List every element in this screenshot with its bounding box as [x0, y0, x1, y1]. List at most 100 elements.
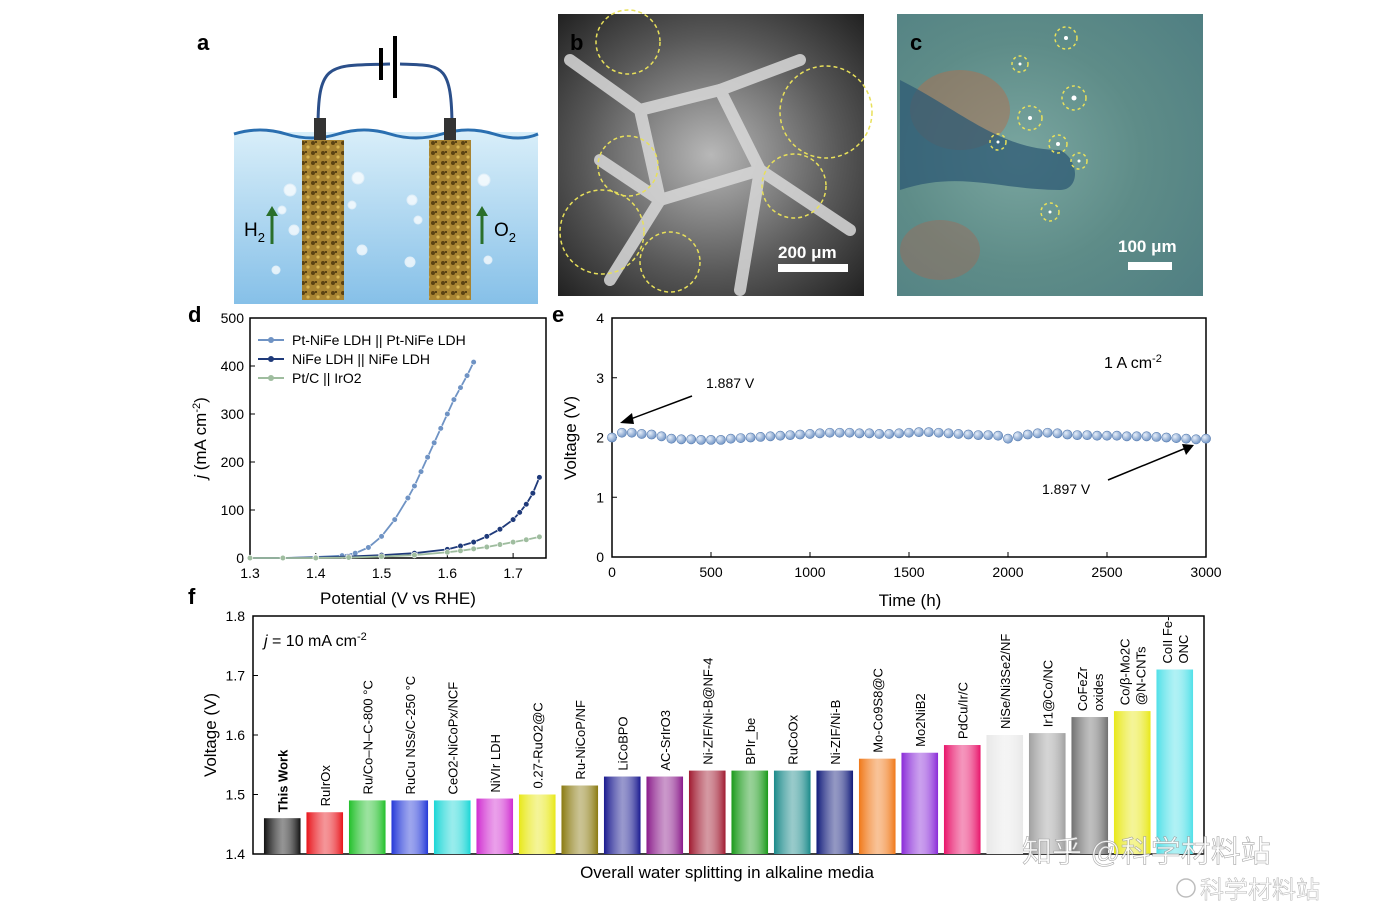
x-axis-label-f: Overall water splitting in alkaline medi… [580, 863, 874, 882]
bar-sheen [476, 798, 514, 854]
bar-sheen [348, 800, 386, 854]
x-tick-label-e: 3000 [1190, 564, 1221, 580]
bar-label: Ni-ZIF/Ni-B [828, 700, 843, 765]
panel-d-chart: d 1.3 1.4 1.5 1.6 1.7 0 100 200 300 400 500 Pt-Ni… [188, 302, 547, 608]
data-point-d [496, 541, 504, 548]
data-point-e [874, 429, 885, 439]
data-point-e [854, 428, 865, 439]
data-point-d [444, 410, 451, 418]
series-line-d-0 [250, 361, 475, 559]
bar-sheen [816, 770, 854, 854]
bar-label: Ni-ZIF/Ni-B@NF-4 [700, 658, 715, 765]
bar-sheen [986, 735, 1024, 854]
electrolyte-water [234, 132, 538, 304]
data-point-d [516, 509, 523, 516]
bar-label: CoFeZr [1075, 666, 1090, 711]
data-point-e [617, 427, 627, 438]
y-tick-label-e: 3 [596, 370, 604, 386]
start-arrow-icon [627, 395, 693, 421]
data-point-d [463, 372, 471, 379]
start-voltage-label: 1.887 V [706, 375, 755, 391]
y-tick-label-f: 1.5 [226, 787, 246, 803]
data-point-d [246, 554, 254, 562]
data-point-d [312, 554, 319, 562]
data-point-e [1181, 433, 1192, 444]
data-point-e [795, 429, 805, 440]
data-point-e [725, 433, 736, 444]
data-point-e [815, 428, 825, 439]
y-axis-label-f: Voltage (V) [201, 693, 220, 777]
x-tick-label-e: 1000 [794, 564, 825, 580]
bar-sheen [773, 770, 811, 854]
data-point-e [765, 431, 776, 442]
data-point-d [345, 554, 352, 561]
data-point-e [686, 434, 697, 445]
bar-label: Ru/Co–N–C-800 °C [360, 680, 375, 794]
water-surface [233, 128, 539, 140]
y-tick-label-f: 1.4 [226, 846, 246, 862]
panel-letter-d: d [188, 302, 201, 327]
data-point-d [470, 545, 477, 552]
panel-c-micrograph: c 100 μm [897, 14, 1203, 296]
data-point-e [646, 429, 657, 440]
bar-sheen [518, 794, 556, 854]
data-point-d [457, 384, 464, 391]
panel-letter-c: c [910, 30, 922, 55]
data-point-e [706, 434, 716, 445]
y-tick-label-e: 0 [596, 549, 604, 565]
data-point-e [666, 433, 677, 444]
y-tick-label-f: 1.6 [226, 727, 246, 743]
legend-label-d: Pt-NiFe LDH || Pt-NiFe LDH [292, 332, 466, 348]
data-point-e [1191, 434, 1201, 445]
bar-label: NiSe/Ni3Se2/NF [998, 634, 1013, 729]
data-point-e [755, 432, 766, 442]
bar-sheen [263, 818, 301, 854]
foam-skeleton [564, 54, 856, 296]
data-point-e [983, 430, 994, 441]
data-point-e [1013, 431, 1023, 442]
panel-letter-b: b [570, 30, 583, 55]
y-tick-label-d: 100 [221, 502, 245, 518]
scale-bar-c-label: 100 μm [1118, 237, 1177, 256]
data-point-e [1121, 431, 1132, 442]
data-point-e [626, 427, 637, 438]
watermark-line-1: 知乎 @科学材料站 [1022, 836, 1271, 869]
anode-clip [444, 118, 456, 140]
bar-label: @N-CNTs [1133, 646, 1148, 705]
legend-marker-d [268, 356, 274, 362]
bar-sheen [943, 745, 981, 854]
x-tick-label-d: 1.6 [438, 565, 458, 581]
end-voltage-label: 1.897 V [1042, 481, 1091, 497]
data-point-e [943, 428, 954, 439]
data-point-d [523, 501, 530, 508]
data-point-e [1102, 430, 1112, 441]
watermark: 知乎 @科学材料站 科学材料站 [1022, 836, 1321, 905]
y-tick-label-d: 500 [221, 310, 245, 326]
y-axis-d: 0 100 200 300 400 500 [221, 310, 255, 566]
x-tick-label-e: 2000 [992, 564, 1023, 580]
legend-marker-d [268, 337, 274, 343]
bar-label: Ir1@Co/NC [1040, 660, 1055, 727]
data-point-e [1052, 428, 1063, 439]
data-point-e [1171, 433, 1182, 443]
bar-sheen [901, 752, 939, 854]
bar-label: BPIr_be [743, 718, 758, 765]
f-annotation: j = 10 mA cm-2 [262, 631, 367, 650]
data-point-d [279, 554, 286, 562]
legend-d: Pt-NiFe LDH || Pt-NiFe LDH NiFe LDH || Ni… [258, 332, 466, 386]
bar-sheen [1156, 669, 1194, 854]
data-point-d [510, 539, 517, 546]
scale-bar-b [778, 264, 848, 272]
data-point-e [963, 429, 974, 440]
start-arrowhead-icon [620, 413, 634, 424]
data-point-e [607, 432, 617, 443]
bar-sheen [731, 770, 769, 854]
x-axis-e: 0 500 1000 1500 2000 2500 3000 [608, 552, 1222, 580]
wire [316, 62, 454, 129]
bar-label: LiCoBPO [615, 716, 630, 770]
bar-label: RuIrOx [318, 765, 333, 807]
data-point-e [894, 428, 904, 439]
cathode-electrode [302, 140, 344, 300]
anode-electrode [429, 140, 471, 300]
